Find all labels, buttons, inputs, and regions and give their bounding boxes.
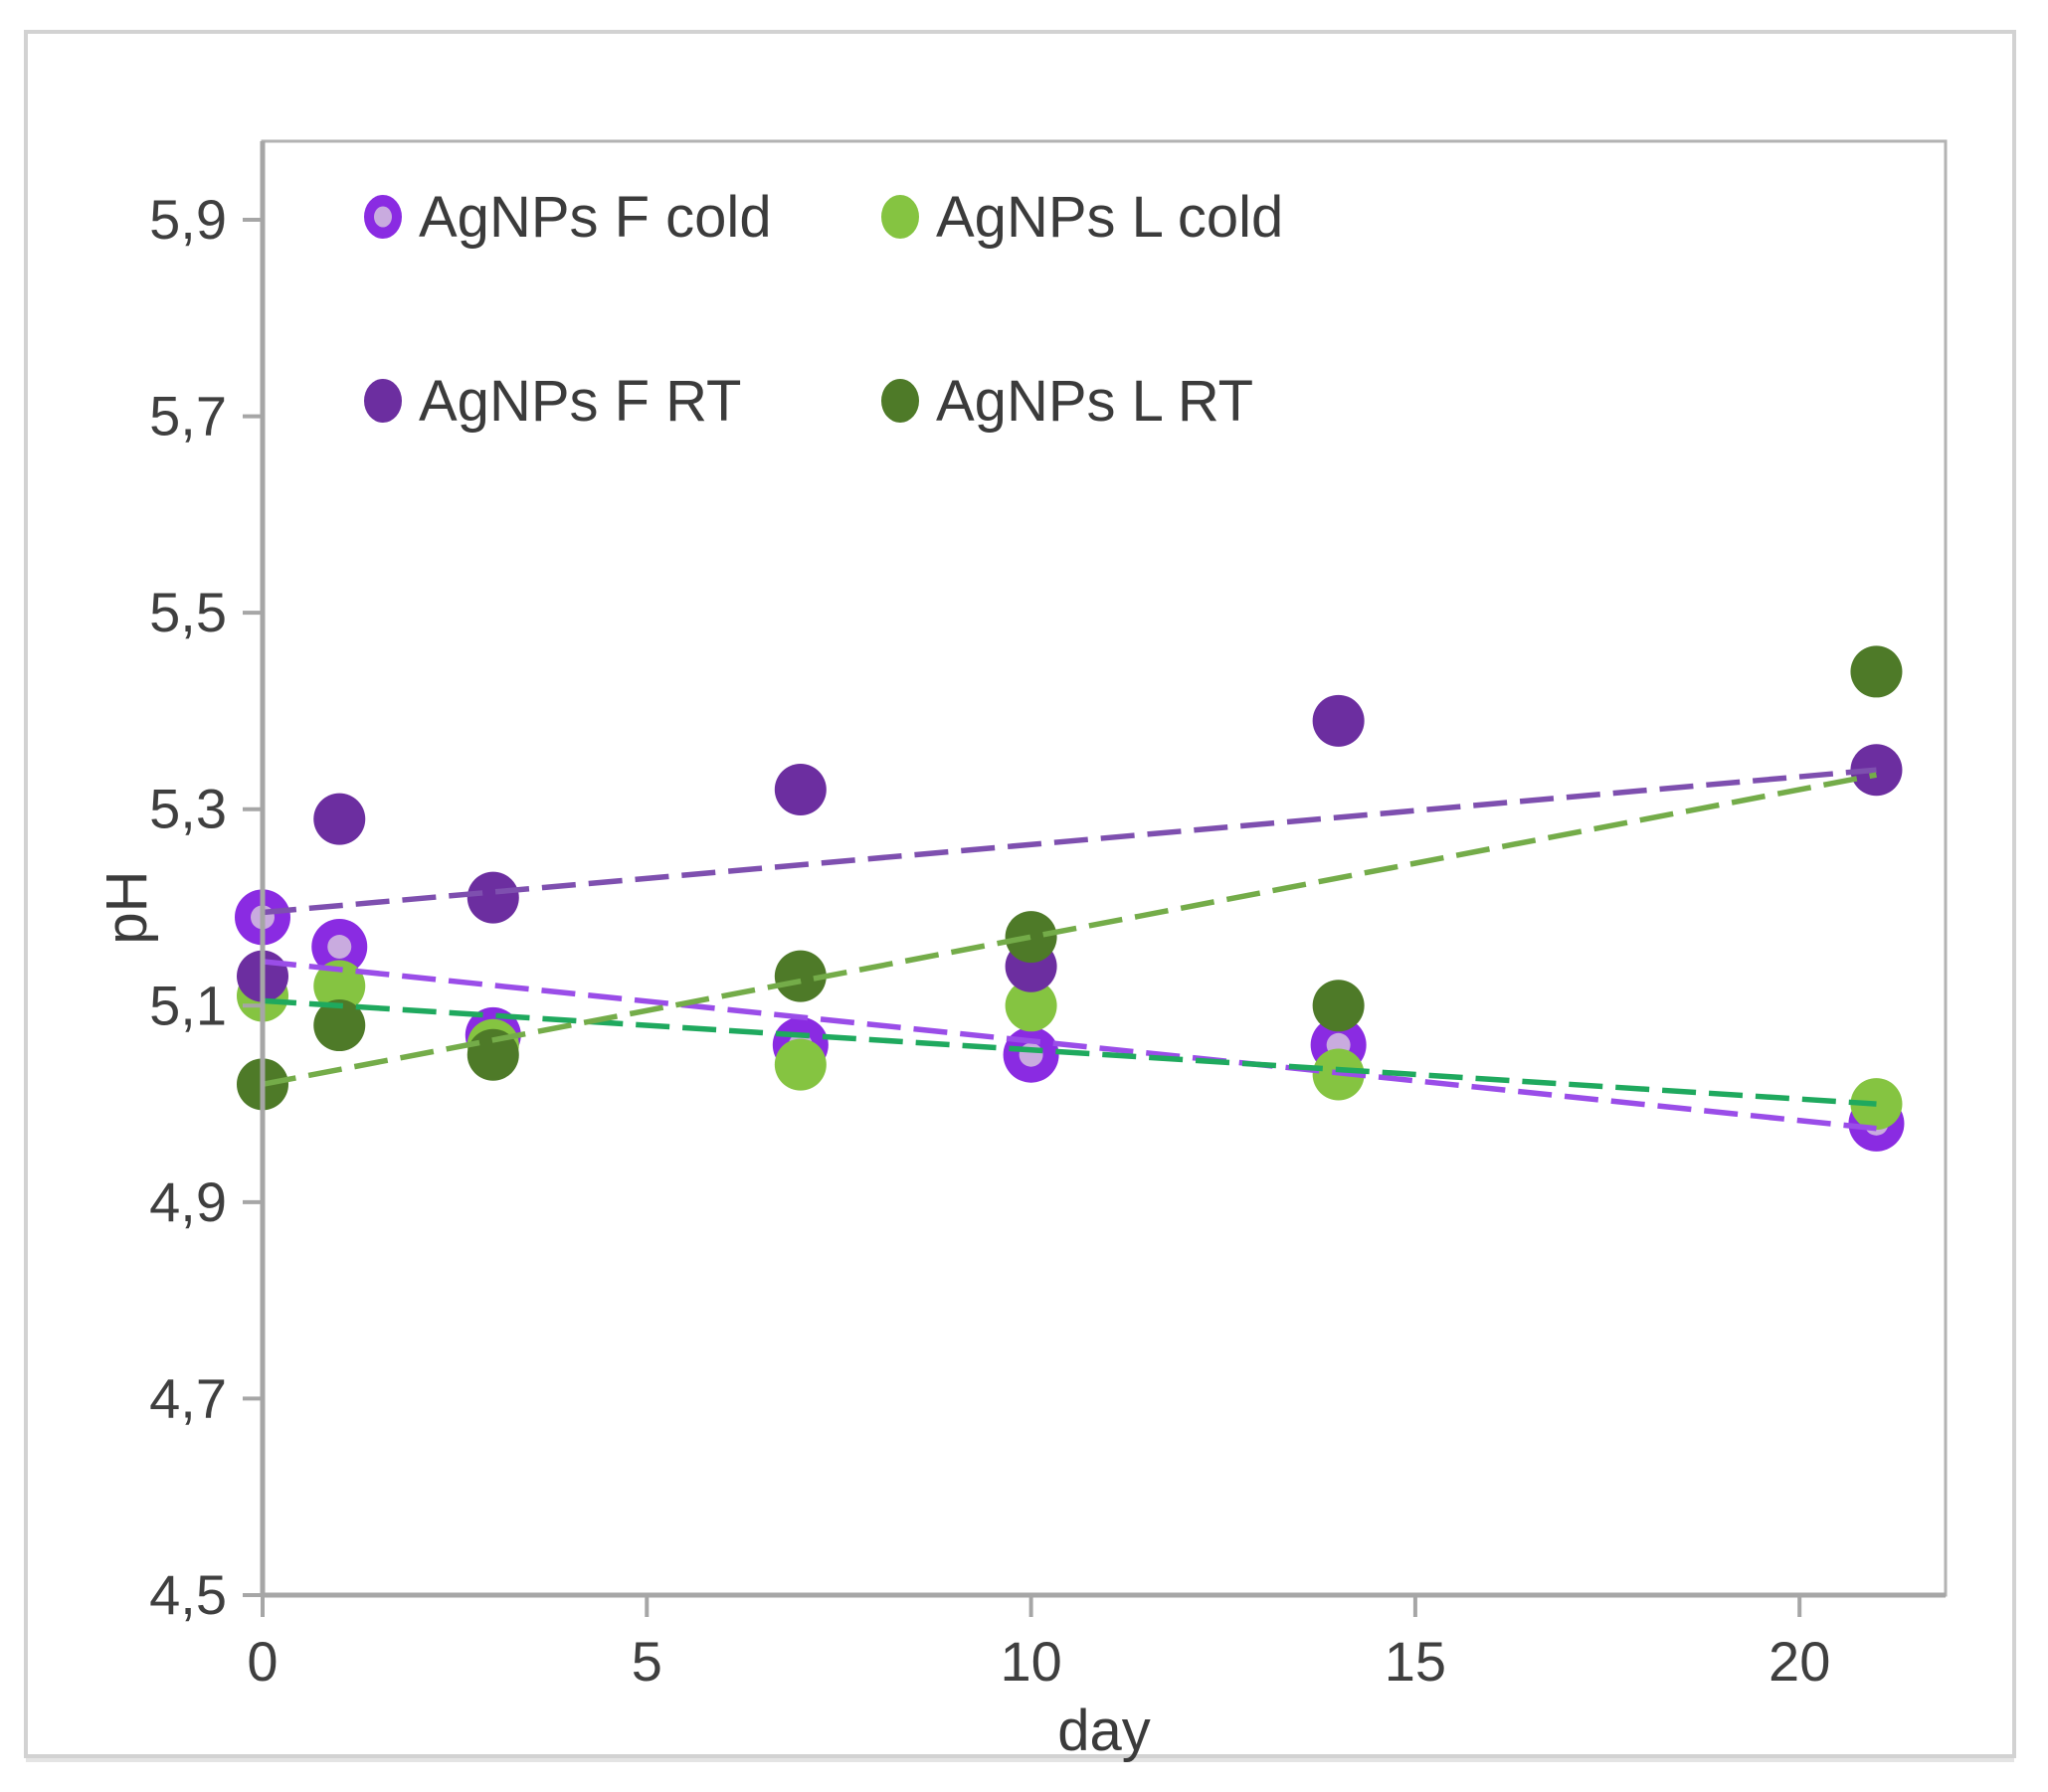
figure-frame (24, 30, 2016, 1758)
y-tick-label: 5,9 (149, 188, 227, 251)
data-point (1005, 911, 1057, 964)
x-tick-label: 0 (247, 1630, 278, 1693)
legend: AgNPs F cold AgNPs L cold AgNPs F RT AgNPs … (364, 185, 1283, 434)
data-point (774, 1038, 827, 1091)
y-tick-label: 5,7 (149, 385, 227, 448)
legend-item-agnps-l-rt: AgNPs L RT (881, 369, 1253, 434)
y-tick-label: 5,3 (149, 778, 227, 840)
y-tick-label: 5,1 (149, 974, 227, 1036)
data-point (774, 950, 827, 1002)
trendline-agnps-l-cold (262, 997, 1877, 1107)
data-point (1312, 694, 1365, 747)
legend-marker (881, 379, 919, 423)
data-point (1850, 645, 1903, 698)
legend-item-label: AgNPs F cold (419, 185, 772, 250)
legend-marker (364, 379, 402, 423)
x-tick-label: 10 (1000, 1630, 1061, 1693)
y-tick-label: 4,9 (149, 1170, 227, 1233)
data-point (1005, 980, 1057, 1032)
legend-item-agnps-f-cold: AgNPs F cold (364, 185, 772, 250)
y-axis-title: pH (94, 870, 159, 944)
data-points-layer (235, 645, 1905, 1152)
legend-item-agnps-l-cold: AgNPs L cold (881, 185, 1283, 250)
legend-item-label: AgNPs F RT (419, 369, 741, 434)
data-point (313, 960, 366, 1012)
data-point (466, 871, 519, 924)
legend-marker-donut-center (374, 206, 392, 228)
trendline-agnps-l-rt (262, 772, 1877, 1088)
data-point-donut-center (327, 935, 352, 960)
y-tick-label: 4,7 (149, 1366, 227, 1429)
plot-area-border (261, 139, 1948, 1597)
series-agnps-f-rt (237, 694, 1903, 1002)
data-point-donut-center (1019, 1042, 1043, 1067)
axes-layer: 4,5 4,7 4,9 5,1 5,3 5,5 5,7 5,9 0 5 10 15 20 day pH (94, 141, 1946, 1763)
data-point (466, 1028, 519, 1081)
trendlines-layer (262, 767, 1877, 1132)
data-point (774, 763, 827, 815)
legend-item-agnps-f-rt: AgNPs F RT (364, 369, 741, 434)
x-tick-label: 20 (1769, 1630, 1830, 1693)
series-agnps-l-rt (237, 645, 1903, 1111)
x-tick-label: 15 (1385, 1630, 1446, 1693)
data-point (313, 999, 366, 1052)
legend-marker (881, 195, 919, 239)
legend-item-label: AgNPs L RT (936, 369, 1253, 434)
data-point (1312, 980, 1365, 1032)
data-point (313, 793, 366, 845)
x-axis-title: day (1057, 1699, 1151, 1763)
plot-border (261, 139, 1948, 1597)
trendline-agnps-f-rt (262, 767, 1877, 916)
x-tick-label: 5 (632, 1630, 662, 1693)
trendline-agnps-f-cold (262, 959, 1877, 1132)
y-tick-label: 5,5 (149, 581, 227, 643)
legend-item-label: AgNPs L cold (936, 185, 1283, 250)
y-tick-label: 4,5 (149, 1563, 227, 1626)
